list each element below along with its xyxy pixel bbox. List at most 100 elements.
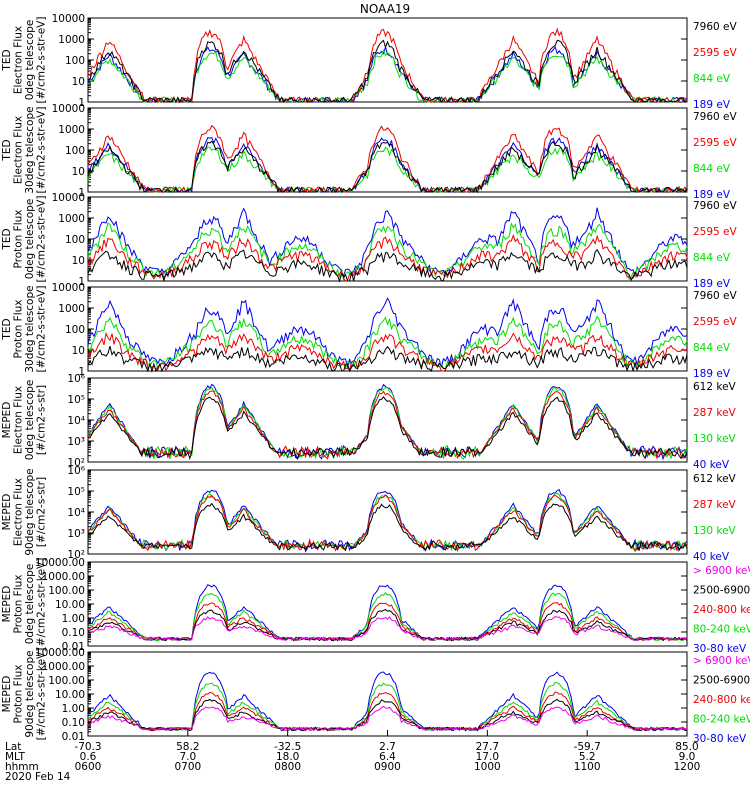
y-tick-label: 10000 [52,13,85,25]
series-line [88,39,687,104]
x-tick-label: 0.6 [80,751,97,763]
series-line [87,383,688,461]
y-axis-label-line: 0deg telescope [24,199,36,280]
legend-entry: 7960 eV [693,290,738,302]
x-tick-label: 1100 [574,761,601,773]
y-axis-label-line: 30deg telescope [24,285,36,372]
plot-frame [87,561,688,647]
x-tick-label: 0600 [75,761,102,773]
legend-entry: 189 eV [693,368,731,380]
series-line [87,345,688,373]
x-tick-label: 5.2 [579,751,596,763]
y-tick-label: 1000 [58,303,85,315]
y-tick-label: 10 [72,255,85,267]
y-tick-label: 1000.00 [42,661,85,673]
chart-panel-7: 10000.00 1000.00 100.00 10.00 1.00 0.10 0.01 ME… [1,557,750,655]
y-axis-label-line: 0deg telescope [24,20,36,101]
legend-entry: 80-240 keV [693,714,750,726]
series-line [87,698,688,732]
y-tick-label: 0.10 [62,717,85,729]
x-tick-label: 1000 [474,761,501,773]
series-line [87,602,688,642]
legend-entry: 7960 eV [693,200,738,212]
y-axis-label-line: [#/cm2-s-str-keV] [36,558,48,651]
x-tick-label: 6.4 [379,751,396,763]
series-line [87,221,688,282]
y-axis-label-line: TED [1,139,13,161]
y-tick-label: 10³ [67,436,85,448]
y-axis-label-line: [#/cm2-s-str-eV] [36,107,48,194]
y-axis-label-line: MEPED [1,676,13,713]
legend-entry: 844 eV [693,73,731,85]
y-axis-label-line: 30deg telescope [24,106,36,193]
x-tick-label: 18.0 [276,751,299,763]
y-axis-label-line: [#/cm2-s-str-keV] [36,648,48,741]
series-line [87,615,688,642]
series-line [87,124,688,194]
y-axis-label-line: Electron Flux [13,116,25,184]
series-line [87,233,688,282]
legend-entry: 189 eV [693,278,731,290]
y-tick-label: 10⁶ [67,373,85,385]
chart-panel-6: 10⁶ 10⁵ 10⁴ 10³ 10² MEPEDElectron Flux90deg t… [1,465,737,563]
y-axis-label: TEDProton Flux30deg telescope[#/cm2-s-st… [1,285,48,372]
x-tick-label: 27.7 [476,741,499,753]
legend-entry: 240-800 keV [693,604,750,616]
series-line [87,45,688,104]
y-axis-label: TEDProton Flux0deg telescope[#/cm2-s-str… [1,196,48,283]
y-axis-label-line: MEPED [1,402,13,439]
x-tick-label: 58.2 [176,741,199,753]
series-line [87,146,688,194]
series-line [87,705,688,732]
y-tick-label: 100.00 [48,585,85,597]
x-tick-label: -32.5 [274,741,301,753]
y-tick-label: 1000.00 [42,571,85,583]
series-line [87,331,688,372]
legend-entry: 2595 eV [693,316,738,328]
y-axis-label: MEPEDElectron Flux90deg telescope[#/cm2-… [1,468,48,555]
x-tick-label: 7.0 [179,751,196,763]
legend-entry: 2500-6900 [693,675,750,687]
y-tick-label: 0.01 [62,641,85,653]
x-tick-label: 85.0 [675,741,698,753]
x-tick-label: 0700 [174,761,201,773]
legend-entry: 189 eV [693,189,731,201]
y-tick-label: 10² [67,549,85,561]
legend-entry: > 6900 keV [693,655,750,667]
y-axis-label-line: TED [1,228,13,250]
y-axis-label-line: [#/cm2-s-str-eV] [36,17,48,104]
y-tick-label: 100 [65,234,85,246]
legend-entry: 7960 eV [693,21,738,33]
legend-entry: 2500-6900 [693,585,750,597]
legend-entry: 40 keV [693,551,730,563]
y-tick-label: 1.00 [62,613,85,625]
y-tick-label: 0.10 [62,627,85,639]
legend-entry: 287 keV [693,407,737,419]
legend-entry: 30-80 keV [693,733,747,745]
figure-title: NOAA19 [360,2,410,16]
legend-entry: 2595 eV [693,226,738,238]
series-line [87,27,688,104]
legend-entry: 80-240 keV [693,624,750,636]
series-line [87,207,688,279]
y-tick-label: 10 [72,166,85,178]
y-axis-label-line: TED [1,49,13,71]
y-tick-label: 1 [78,97,85,109]
y-tick-label: 10000.00 [35,647,85,659]
y-tick-label: 100 [65,324,85,336]
y-axis-label-line: 90deg telescope [24,650,36,737]
y-axis-label-line: [#/cm2-s-str-eV] [36,286,48,373]
series-line [87,584,688,642]
legend-entry: 612 keV [693,381,737,393]
series-line [87,48,688,104]
x-tick-label: 1200 [674,761,701,773]
legend-entry: 844 eV [693,342,731,354]
legend-entry: 189 eV [693,99,731,111]
x-tick-label: -70.3 [74,741,101,753]
series-line [87,494,688,553]
chart-panel-5: 10⁶ 10⁵ 10⁴ 10³ 10² MEPEDElectron Flux0deg te… [1,373,737,471]
date-label: 2020 Feb 14 [5,771,71,783]
y-axis-label-line: [#/cm2-s-str-eV] [36,196,48,283]
